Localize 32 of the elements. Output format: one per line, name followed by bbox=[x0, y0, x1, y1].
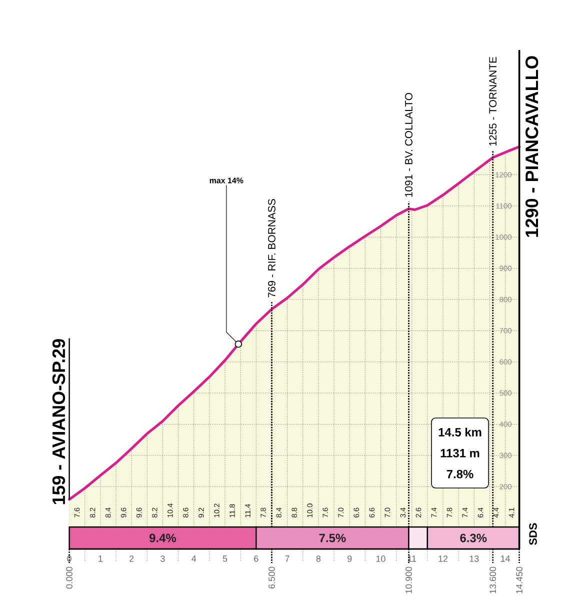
x-tick-label: 3 bbox=[160, 556, 165, 562]
annotation: 7.8% bbox=[446, 470, 474, 478]
annotation: 14.5 km bbox=[438, 428, 482, 436]
x-tick-label: 13 bbox=[470, 556, 479, 562]
ref-line-label: 1255 - TORNANTE bbox=[489, 56, 497, 146]
annotation: 1131 m bbox=[440, 448, 480, 458]
x-tick-label: 11 bbox=[408, 556, 416, 562]
x-tick-label: 9 bbox=[348, 556, 352, 562]
x-tick-label: 8 bbox=[316, 556, 321, 562]
text: SDS bbox=[529, 523, 537, 545]
x-tick-label: 4 bbox=[192, 556, 196, 562]
ref-line-label: 1091 - BV. COLLALTO bbox=[405, 93, 412, 197]
band-label: 9.4% bbox=[150, 534, 176, 542]
ref-line-label: 769 - RIF. BORNASS bbox=[268, 199, 276, 298]
x-tick-label: 12 bbox=[438, 556, 448, 562]
x-tick-label: 5 bbox=[222, 556, 228, 562]
ref-line-label: 159 - AVIANO-SP.29 bbox=[52, 339, 66, 504]
x2-tick-label: 13.600 bbox=[490, 566, 496, 594]
band-label: 6.3% bbox=[460, 534, 487, 542]
band-label: 7.5% bbox=[319, 534, 346, 542]
x-tick-label: 2 bbox=[130, 556, 134, 562]
x-tick-label: 0 bbox=[67, 556, 72, 562]
x-tick-label: 14 bbox=[500, 556, 510, 562]
x2-tick-label: 6.500 bbox=[268, 566, 275, 589]
annotation: 1290 - PIANCAVALLO bbox=[525, 56, 538, 237]
x-tick-label: 7 bbox=[285, 556, 290, 562]
x-tick-label: 6 bbox=[254, 556, 258, 562]
x2-tick-label: 14.450 bbox=[516, 566, 522, 594]
x2-tick-label: 0.000 bbox=[66, 566, 72, 589]
x2-tick-label: 10.900 bbox=[406, 566, 412, 594]
x-tick-label: 1 bbox=[98, 556, 102, 562]
x-tick-label: 10 bbox=[376, 556, 386, 562]
